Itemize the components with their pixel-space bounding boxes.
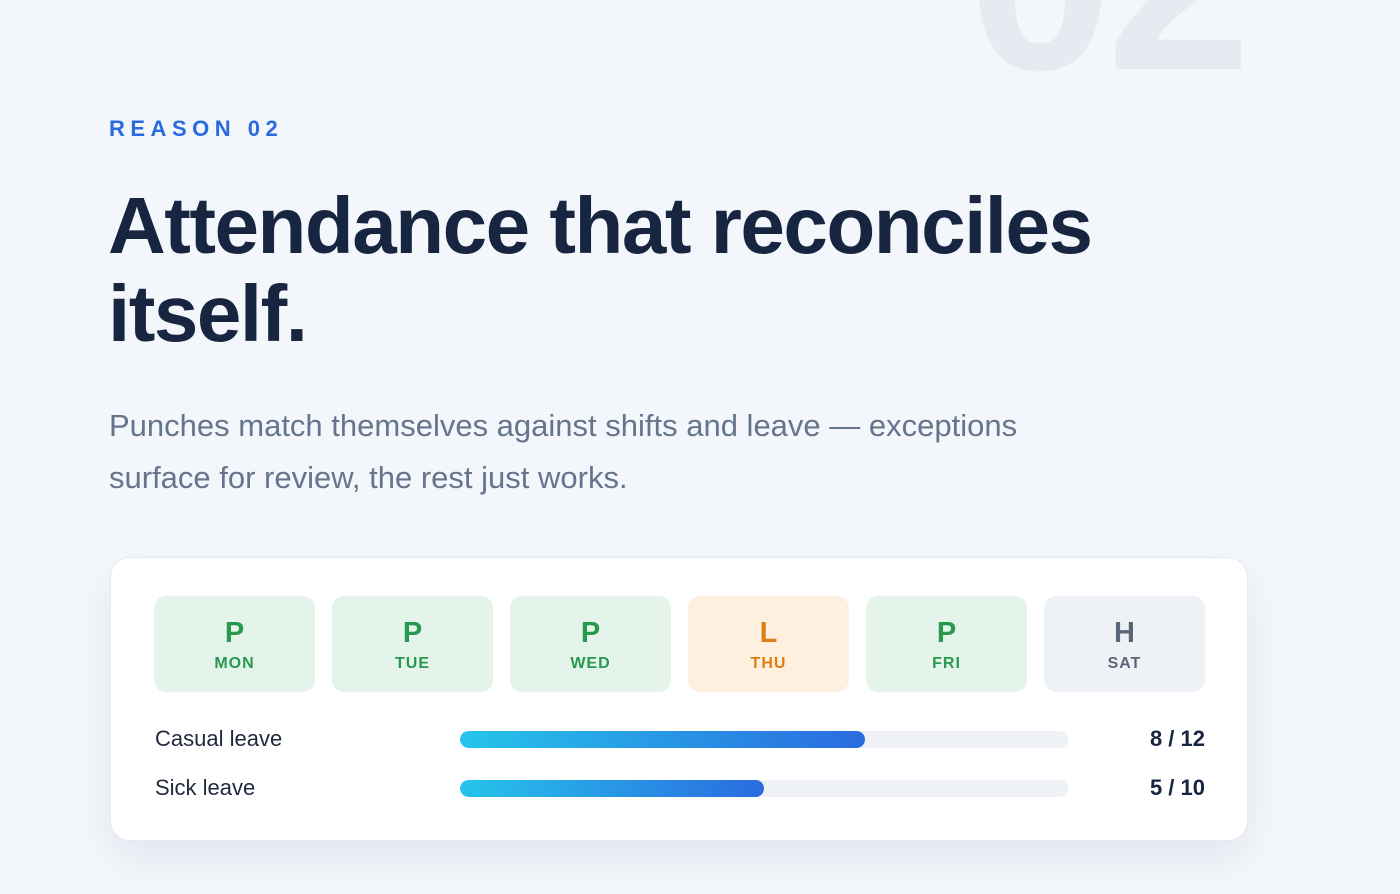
leave-count: 5 / 10: [1149, 775, 1205, 800]
weekly-attendance-strip: P MON P TUE P WED L THU P FRI H SAT: [154, 596, 1205, 692]
leave-progress-track: [460, 731, 1068, 748]
leave-progress-fill: [460, 780, 764, 797]
section-eyebrow: REASON 02: [109, 116, 284, 141]
day-label: FRI: [932, 655, 961, 672]
attendance-status-code: P: [224, 617, 245, 649]
leave-progress-track: [460, 780, 1068, 797]
day-tile-tue: P TUE: [332, 596, 493, 692]
background-section-number: 02: [968, 0, 1251, 110]
leave-progress-fill: [460, 731, 866, 748]
day-tile-fri: P FRI: [866, 596, 1027, 692]
leave-count: 8 / 12: [1149, 726, 1205, 751]
day-label: WED: [570, 655, 611, 672]
leave-balance-sick: Sick leave 5 / 10: [154, 773, 1205, 803]
day-label: TUE: [395, 655, 430, 672]
section-headline: Attendance that reconciles itself.: [108, 181, 1093, 358]
attendance-status-code: P: [936, 617, 957, 649]
attendance-card: P MON P TUE P WED L THU P FRI H SAT Casu…: [110, 557, 1248, 841]
leave-balance-casual: Casual leave 8 / 12: [154, 724, 1205, 754]
day-label: MON: [214, 655, 255, 672]
section-description: Punches match themselves against shifts …: [109, 408, 1018, 495]
attendance-status-code: H: [1114, 617, 1135, 649]
day-tile-thu: L THU: [688, 596, 849, 692]
day-label: SAT: [1107, 655, 1142, 672]
leave-type-label: Casual leave: [155, 726, 283, 751]
attendance-status-code: P: [402, 617, 423, 649]
day-label: THU: [750, 655, 787, 672]
attendance-status-code: L: [759, 617, 778, 649]
day-tile-mon: P MON: [154, 596, 315, 692]
day-tile-sat: H SAT: [1044, 596, 1205, 692]
attendance-status-code: P: [580, 617, 601, 649]
leave-type-label: Sick leave: [155, 775, 256, 800]
day-tile-wed: P WED: [510, 596, 671, 692]
